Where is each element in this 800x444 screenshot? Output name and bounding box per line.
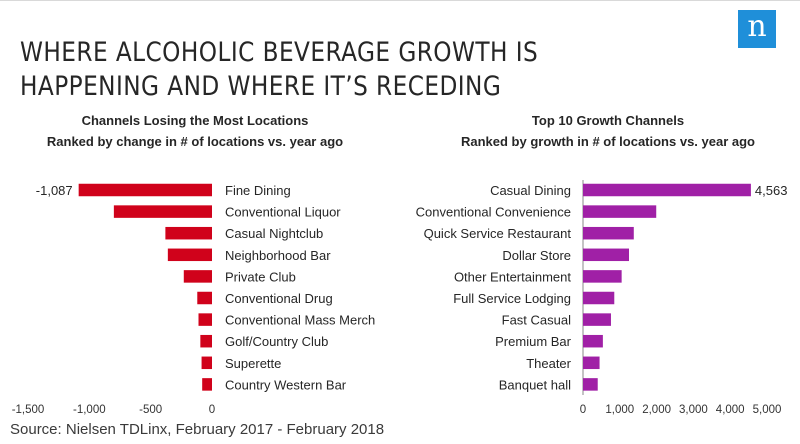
x-tick-label: 3,000: [679, 404, 708, 416]
category-label: Casual Nightclub: [225, 226, 323, 241]
nielsen-logo: n: [738, 10, 776, 48]
bar: [583, 270, 622, 283]
right-chart-title-line: Top 10 Growth Channels: [531, 113, 685, 128]
data-label: -1,087: [36, 183, 73, 198]
bar: [167, 248, 212, 262]
category-label: Neighborhood Bar: [225, 248, 331, 263]
bar: [165, 226, 212, 240]
bar: [201, 356, 212, 370]
headline: WHERE ALCOHOLIC BEVERAGE GROWTH IS HAPPE…: [20, 36, 622, 104]
headline-line-1: WHERE ALCOHOLIC BEVERAGE GROWTH IS: [20, 37, 539, 68]
bar: [583, 313, 611, 326]
x-tick-label: -500: [139, 404, 162, 416]
bar: [583, 356, 600, 370]
left-chart-subtitle: Ranked by change in # of locations vs. y…: [46, 134, 344, 149]
x-tick-label: 1,000: [605, 404, 634, 416]
category-label: Full Service Lodging: [453, 291, 571, 306]
category-label: Conventional Convenience: [416, 205, 571, 220]
right-chart-subtitle: Ranked by growth in # of locations vs. y…: [460, 134, 755, 149]
bar: [197, 291, 212, 305]
bar: [583, 248, 629, 262]
bar: [583, 183, 751, 197]
category-label: Premium Bar: [495, 334, 572, 349]
category-label: Dollar Store: [502, 248, 571, 263]
category-label: Superette: [225, 356, 281, 371]
bar: [583, 291, 615, 305]
category-label: Theater: [526, 356, 571, 371]
category-label: Country Western Bar: [225, 377, 347, 392]
left-chart-title-line: Channels Losing the Most Locations: [81, 113, 309, 128]
category-label: Private Club: [225, 269, 296, 284]
category-label: Fast Casual: [502, 313, 571, 328]
x-tick-label: 4,000: [716, 404, 745, 416]
x-tick-label: -1,000: [73, 404, 106, 416]
x-tick-label: 5,000: [753, 404, 782, 416]
bar: [78, 183, 212, 197]
left-chart-title: Channels Losing the Most Locations Ranke…: [20, 110, 370, 152]
category-label: Conventional Mass Merch: [225, 313, 375, 328]
top-rule: [0, 0, 800, 1]
headline-line-2: HAPPENING AND WHERE IT’S RECEDING: [20, 71, 502, 102]
right-chart-title: Top 10 Growth Channels Ranked by growth …: [418, 110, 798, 152]
x-tick-label: 2,000: [642, 404, 671, 416]
category-label: Other Entertainment: [454, 269, 571, 284]
bar: [583, 334, 603, 348]
category-label: Casual Dining: [490, 183, 571, 198]
bar: [583, 205, 657, 218]
bar: [583, 378, 598, 391]
bar: [200, 334, 212, 348]
category-label: Golf/Country Club: [225, 334, 328, 349]
bar: [198, 313, 212, 326]
category-label: Conventional Drug: [225, 291, 333, 306]
bar: [183, 270, 212, 283]
category-label: Conventional Liquor: [225, 205, 341, 220]
source-note: Source: Nielsen TDLinx, February 2017 - …: [10, 421, 385, 438]
category-label: Banquet hall: [499, 377, 571, 392]
category-label: Fine Dining: [225, 183, 291, 198]
x-tick-label: -1,500: [12, 404, 45, 416]
category-label: Quick Service Restaurant: [424, 226, 572, 241]
bar: [113, 205, 212, 218]
bar: [583, 226, 634, 240]
data-label: 4,563: [755, 183, 788, 198]
x-tick-label: 0: [209, 404, 215, 416]
bar: [202, 378, 212, 391]
x-tick-label: 0: [580, 404, 586, 416]
